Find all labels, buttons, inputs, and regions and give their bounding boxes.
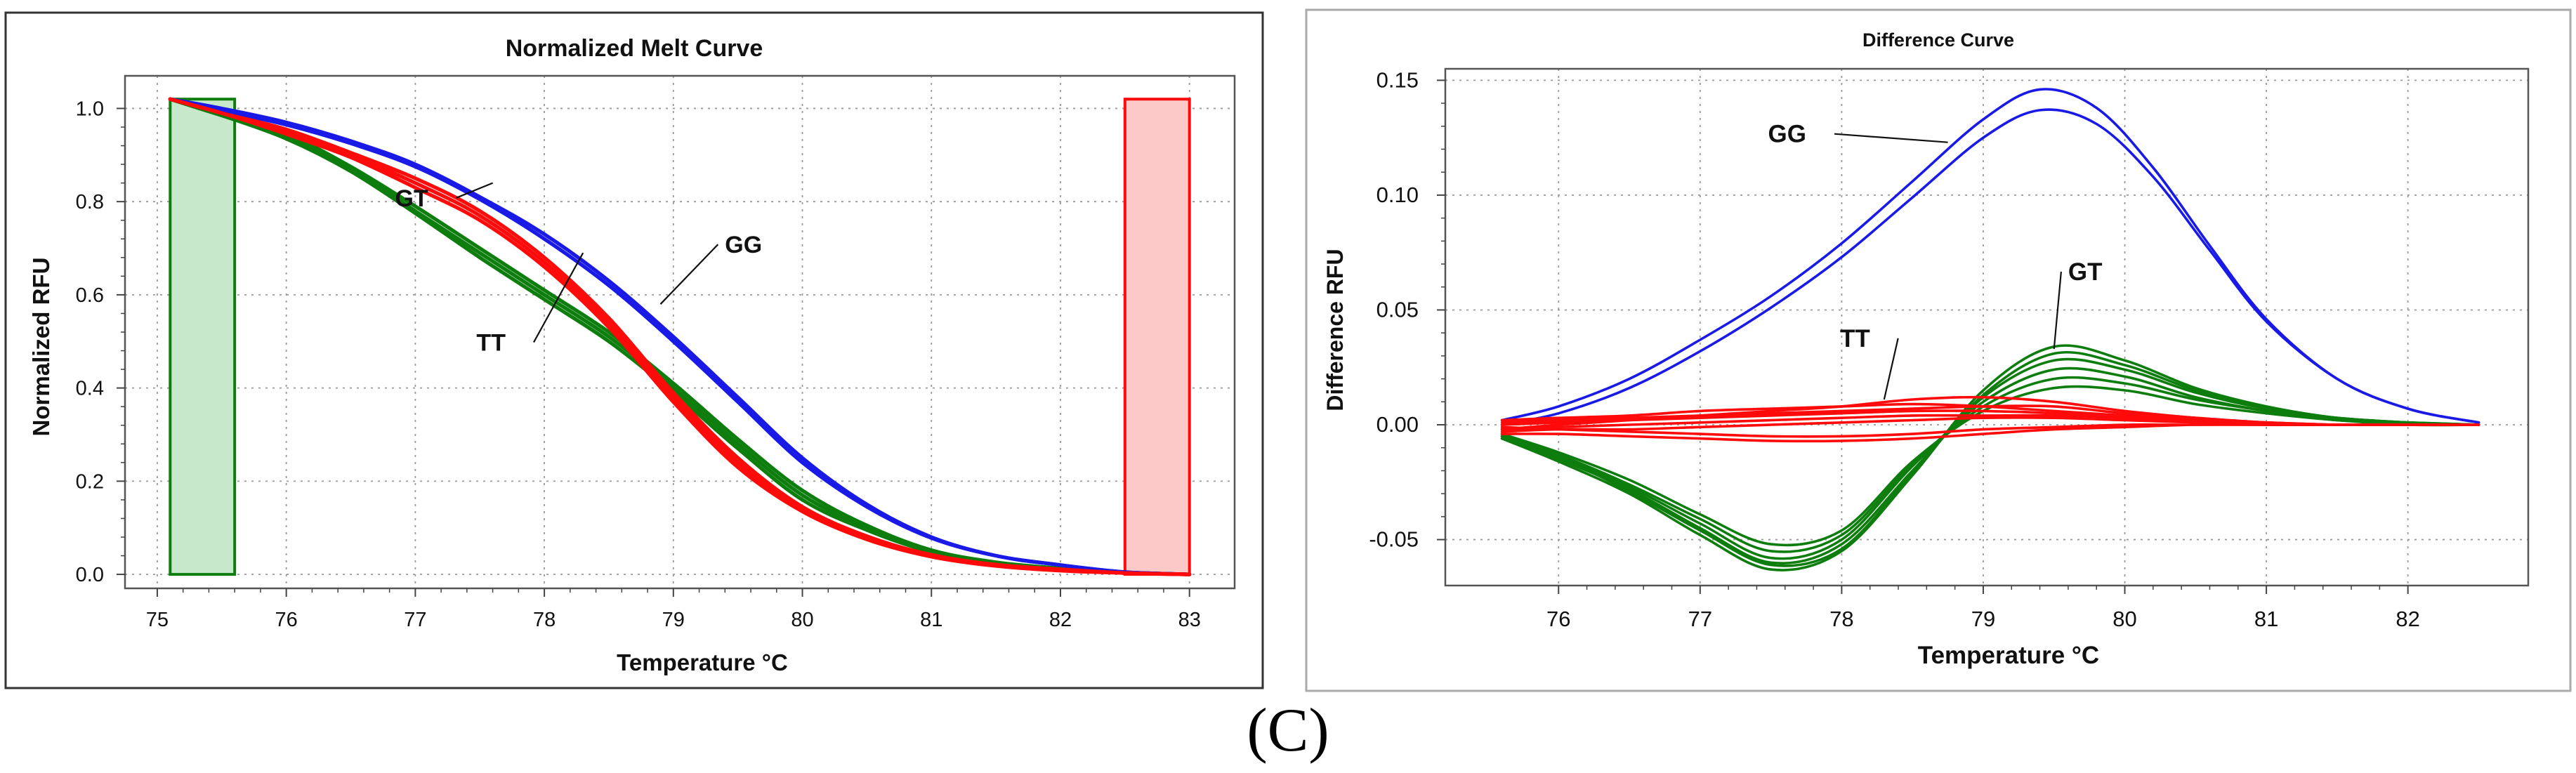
series-gt-line[interactable] <box>168 97 1192 576</box>
x-tick-label: 76 <box>275 609 298 631</box>
annotation-label-gg: GG <box>725 232 762 258</box>
y-axis-label-right: Difference RFU <box>1322 249 1348 411</box>
y-tick-label: 0.6 <box>76 284 104 307</box>
annotations-right: GG TT GT <box>1768 121 2103 400</box>
y-tick-label: 0.2 <box>76 470 104 493</box>
annotation-label-gt: GT <box>395 185 428 212</box>
x-tick-label: 79 <box>662 609 685 631</box>
difference-curve-chart: Difference Curve Temperature °C Differen… <box>1305 8 2572 692</box>
annotation-leader <box>456 182 494 199</box>
y-tick-label: 0.10 <box>1376 183 1419 207</box>
post-melt-region[interactable] <box>1123 98 1191 576</box>
y-tick-label: 0.4 <box>76 378 104 400</box>
plot-area-right <box>1444 67 2530 587</box>
x-axis-label-left: Temperature °C <box>617 649 788 675</box>
annotation-label-gt: GT <box>2068 258 2103 286</box>
series-gg-line[interactable] <box>1500 108 2480 426</box>
y-tick-label: -0.05 <box>1369 527 1419 552</box>
x-axis-label-right: Temperature °C <box>1918 642 2099 669</box>
grid-right <box>1445 69 2528 586</box>
x-tick-label: 78 <box>1829 607 1853 631</box>
x-tick-label: 78 <box>533 609 556 631</box>
x-tick-label: 77 <box>1688 607 1712 631</box>
x-tick-label: 76 <box>1546 607 1570 631</box>
x-tick-label: 82 <box>1049 609 1072 631</box>
y-tick-label: 1.0 <box>76 98 104 120</box>
x-tick-label: 80 <box>2112 607 2136 631</box>
series-left <box>168 97 1192 576</box>
x-tick-label: 81 <box>2254 607 2278 631</box>
chart-frame-right <box>1305 8 2572 692</box>
normalized-melt-chart: Normalized Melt Curve Temperature °C Nor… <box>4 11 1264 689</box>
pre-melt-region[interactable] <box>169 98 237 576</box>
y-tick-label: 0.8 <box>76 191 104 213</box>
x-tick-label: 82 <box>2396 607 2419 631</box>
series-gg-line[interactable] <box>168 97 1192 576</box>
x-tick-label: 77 <box>404 609 426 631</box>
annotations-left: GT TT GG <box>395 182 762 357</box>
series-right <box>1500 88 2480 572</box>
chart-title-left: Normalized Melt Curve <box>506 35 763 62</box>
ticks-right: 76 77 78 79 80 81 82 -0.05 0.00 0.05 0.10 0.15 <box>1369 67 2420 631</box>
annotation-label-tt: TT <box>476 330 506 357</box>
annotation-leader <box>659 244 719 305</box>
series-tt-line[interactable] <box>168 97 1192 576</box>
x-tick-label: 83 <box>1178 609 1201 631</box>
annotation-leader <box>1883 338 1899 400</box>
x-tick-label: 80 <box>791 609 813 631</box>
y-tick-label: 0.00 <box>1376 412 1419 437</box>
annotation-label-tt: TT <box>1840 325 1870 352</box>
annotation-label-gg: GG <box>1768 121 1806 148</box>
series-tt-line[interactable] <box>1500 414 2480 431</box>
y-axis-label-left: Normalized RFU <box>28 258 54 437</box>
x-tick-label: 75 <box>146 609 169 631</box>
x-tick-label: 81 <box>920 609 942 631</box>
annotation-leader <box>533 252 584 343</box>
annotation-leader <box>1834 133 1948 143</box>
y-tick-label: 0.05 <box>1376 297 1419 322</box>
annotation-leader <box>2053 271 2062 350</box>
y-tick-label: 0.0 <box>76 564 104 586</box>
regions-left <box>169 98 1191 576</box>
figure-caption: (C) <box>1247 696 1329 765</box>
chart-title-right: Difference Curve <box>1862 29 2014 51</box>
grid-left <box>125 76 1235 588</box>
x-tick-label: 79 <box>1971 607 1995 631</box>
ticks-left: 75 76 77 78 79 80 81 82 83 0.0 0.2 0.4 0.6 0.8 1.0 <box>76 98 1201 631</box>
y-tick-label: 0.15 <box>1376 67 1419 92</box>
